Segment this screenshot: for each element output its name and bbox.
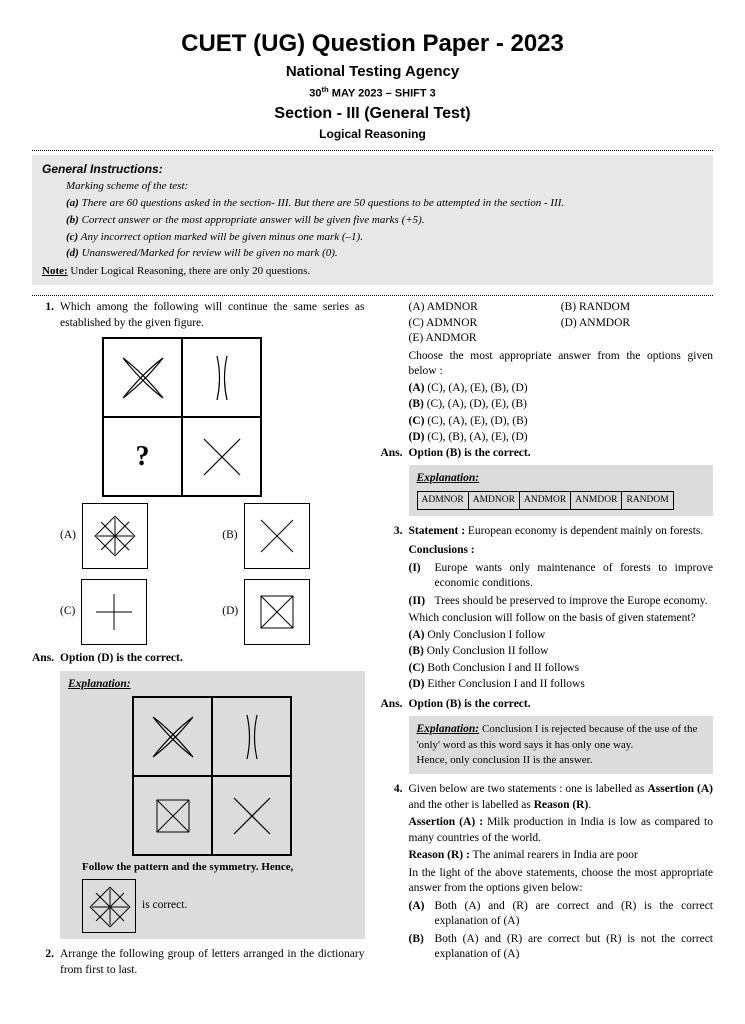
exp-text-1: Follow the pattern and the symmetry. Hen… [82,860,357,875]
instruction-d: (d) Unanswered/Marked for review will be… [66,246,703,261]
section-title: Section - III (General Test) [32,103,713,125]
q2-explanation: Explanation: ADMNOR AMDNOR ANDMOR ANMDOR… [409,465,714,515]
instruction-b: (b) Correct answer or the most appropria… [66,213,703,228]
figure-cell-q: ? [103,417,182,496]
figure-cell-y [182,338,261,417]
agency-name: National Testing Agency [32,62,713,82]
q2-letter-options: (A) AMDNOR (B) RANDOM (C) ADMNOR (D) ANM… [409,300,714,446]
q2-word-table: ADMNOR AMDNOR ANDMOR ANMDOR RANDOM [417,491,674,510]
option-c-figure [81,579,147,645]
question-number: 2. [32,947,54,978]
main-title: CUET (UG) Question Paper - 2023 [32,28,713,60]
q3-explanation: Explanation: Conclusion I is rejected be… [409,716,714,774]
instruction-a: (a) There are 60 questions asked in the … [66,196,703,211]
document-header: CUET (UG) Question Paper - 2023 National… [32,28,713,142]
q2-answer: Ans. Option (B) is the correct. [381,446,714,462]
instructions-note: Note: Under Logical Reasoning, there are… [42,264,703,279]
question-number: 3. [381,524,403,693]
instruction-c: (c) Any incorrect option marked will be … [66,230,703,245]
q3-answer: Ans. Option (B) is the correct. [381,697,714,713]
q1-answer: Ans. Option (D) is the correct. [32,651,365,667]
option-a: (A) [60,503,202,569]
question-number: 4. [381,782,403,963]
page: CUET (UG) Question Paper - 2023 National… [0,0,745,1010]
question-1: 1. Which among the following will contin… [32,300,365,331]
q1-series-figure: ? [102,337,262,497]
question-2: 2. Arrange the following group of letter… [32,947,365,978]
q1-explanation: Explanation: Follow the pattern and the … [60,671,365,939]
question-number: 1. [32,300,54,331]
question-text: Arrange the following group of letters a… [60,947,365,978]
figure-cell-x [103,338,182,417]
instructions-heading: General Instructions: [42,161,703,177]
divider [32,295,713,296]
option-b: (B) [222,503,364,569]
figure-cell-cross [182,417,261,496]
q2-choose: Choose the most appropriate answer from … [409,349,714,380]
option-d-figure [244,579,310,645]
option-c: (C) [60,579,202,645]
right-column: (A) AMDNOR (B) RANDOM (C) ADMNOR (D) ANM… [381,300,714,982]
instructions-box: General Instructions: Marking scheme of … [32,155,713,285]
option-d: (D) [222,579,364,645]
content-columns: 1. Which among the following will contin… [32,300,713,982]
question-4: 4. Given below are two statements : one … [381,782,714,963]
instructions-subheading: Marking scheme of the test: [66,179,703,194]
option-a-figure [82,503,148,569]
exam-date: 30th MAY 2023 – SHIFT 3 [32,85,713,102]
left-column: 1. Which among the following will contin… [32,300,365,982]
question-3: 3. Statement : European economy is depen… [381,524,714,693]
q1-options: (A) (B) (C) [60,503,365,645]
q1-exp-figure [132,696,292,856]
question-text: Which among the following will continue … [60,300,365,331]
divider [32,150,713,151]
option-b-figure [244,503,310,569]
exp-answer-figure [82,879,136,933]
topic-title: Logical Reasoning [32,126,713,142]
